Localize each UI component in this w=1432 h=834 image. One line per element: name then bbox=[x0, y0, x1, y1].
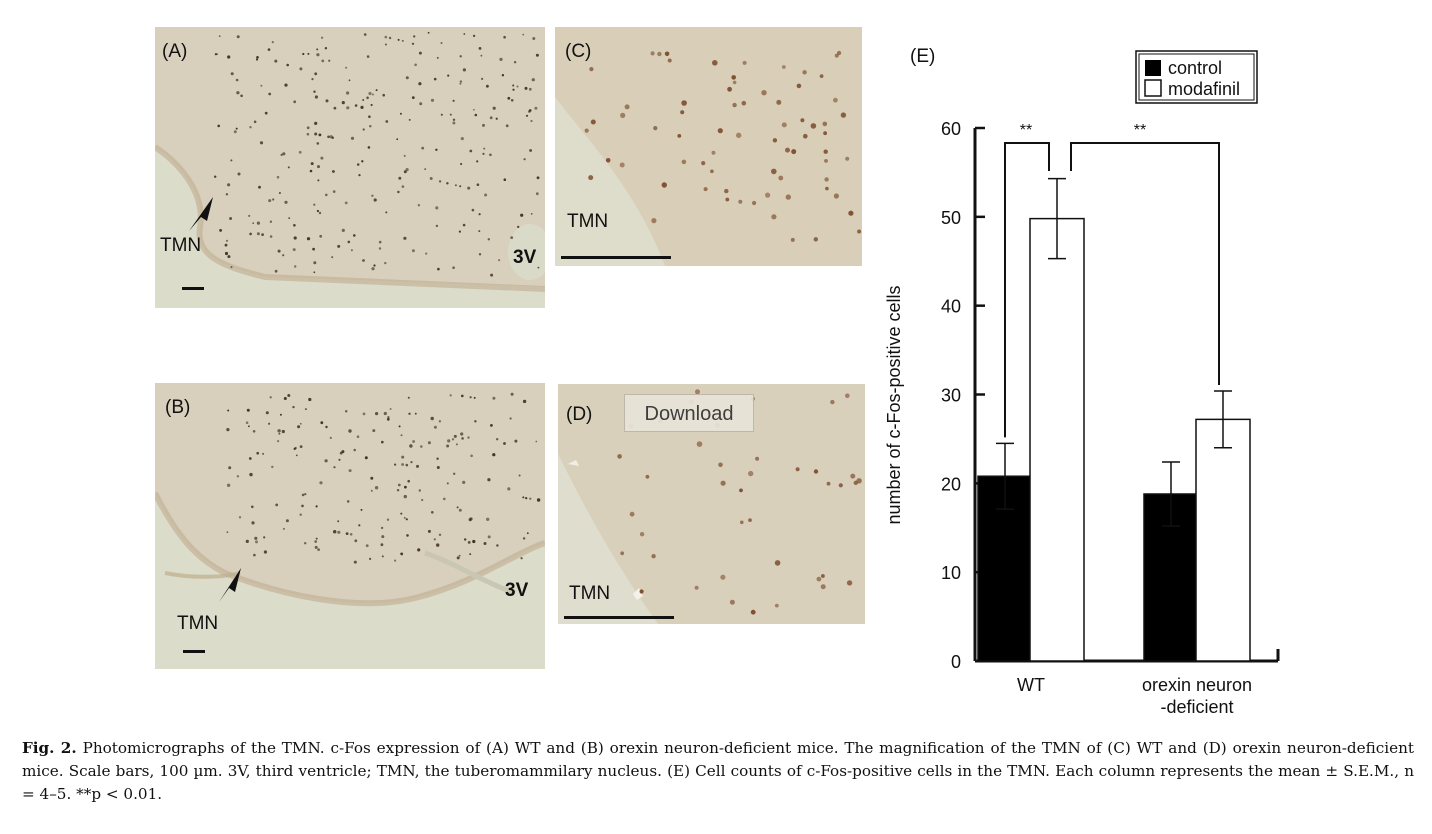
panel-a-scale-bar bbox=[182, 287, 204, 290]
panel-b-label: (B) bbox=[165, 397, 191, 418]
panel-c-tmn-label: TMN bbox=[567, 211, 609, 232]
panel-a-arrowhead-icon bbox=[189, 197, 213, 231]
micrograph-panel-a: (A) TMN 3V bbox=[155, 27, 545, 308]
micrograph-c-image bbox=[555, 27, 862, 266]
panel-d-tmn-label: TMN bbox=[569, 583, 611, 604]
panel-a-tmn-label: TMN bbox=[160, 235, 202, 256]
x-category-label: orexin neuron -deficient bbox=[1142, 675, 1252, 717]
bar-modafinil-1 bbox=[1195, 418, 1251, 662]
micrograph-b-image bbox=[155, 383, 545, 669]
panel-d-label: (D) bbox=[566, 404, 593, 425]
micrograph-panel-c: (C) TMN bbox=[555, 27, 862, 266]
bar-chart-panel-e: (E) control modafinil 0 10 20 30 40 50 60 ** **… bbox=[884, 46, 1280, 717]
y-tick-label: 30 bbox=[941, 386, 961, 406]
chart-panel-label: (E) bbox=[910, 46, 935, 67]
legend-label-control: control bbox=[1168, 58, 1222, 78]
micrograph-panel-b: (B) TMN 3V bbox=[155, 383, 545, 669]
y-tick-label: 10 bbox=[941, 563, 961, 583]
y-tick-label: 20 bbox=[941, 474, 961, 494]
bar-modafinil-0 bbox=[1029, 217, 1085, 662]
y-tick-label: 50 bbox=[941, 208, 961, 228]
panel-c-label: (C) bbox=[565, 41, 592, 62]
legend-swatch-modafinil bbox=[1144, 79, 1162, 97]
panel-b-arrowhead-icon bbox=[219, 568, 241, 602]
caption-text: Photomicrographs of the TMN. c-Fos expre… bbox=[22, 739, 1415, 803]
legend-swatch-control bbox=[1145, 60, 1161, 76]
panel-c-scale-bar bbox=[561, 256, 671, 259]
y-tick-label: 60 bbox=[941, 119, 961, 139]
y-tick-label: 0 bbox=[951, 652, 961, 672]
panel-b-3v-label: 3V bbox=[505, 580, 529, 601]
significance-bracket-modafinil bbox=[1070, 142, 1220, 385]
chart-legend: control modafinil bbox=[1135, 50, 1258, 104]
significance-marker-genotype: ** bbox=[1134, 122, 1146, 139]
panel-d-scale-bar bbox=[564, 616, 674, 619]
significance-bracket-wt bbox=[1004, 142, 1050, 438]
significance-marker-wt: ** bbox=[1020, 122, 1032, 139]
panel-b-tmn-label: TMN bbox=[177, 613, 219, 634]
panel-a-label: (A) bbox=[162, 41, 188, 62]
x-category-label: WT bbox=[1017, 675, 1045, 695]
legend-label-modafinil: modafinil bbox=[1168, 79, 1240, 99]
figure-caption: Fig. 2. Photomicrographs of the TMN. c-Fo… bbox=[22, 737, 1414, 806]
y-axis-label: number of c-Fos-positive cells bbox=[884, 285, 904, 524]
micrograph-a-image bbox=[155, 27, 545, 308]
download-button[interactable]: Download bbox=[624, 394, 754, 432]
caption-figure-label: Fig. 2. bbox=[22, 739, 77, 757]
panel-a-3v-label: 3V bbox=[513, 247, 537, 268]
y-tick-label: 40 bbox=[941, 297, 961, 317]
panel-b-scale-bar bbox=[183, 650, 205, 653]
